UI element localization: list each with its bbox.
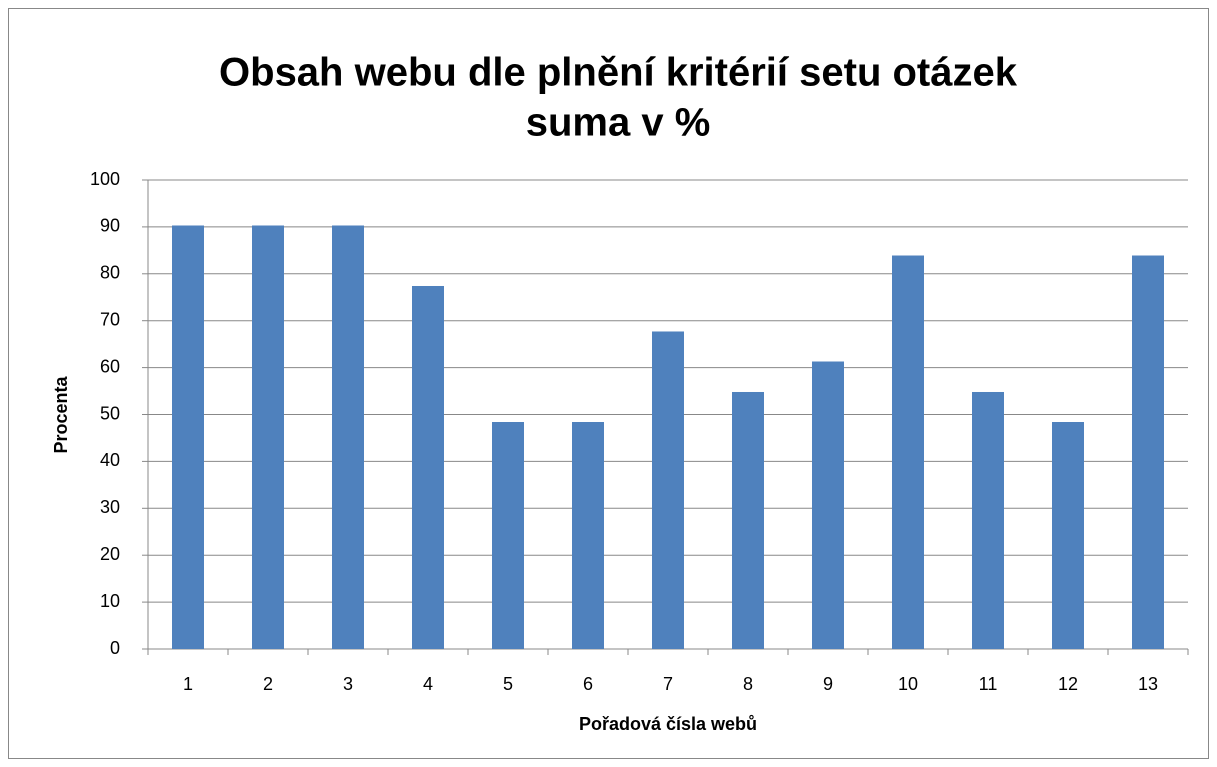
x-tick-label: 3 [343,674,353,694]
bar [1132,255,1164,649]
y-tick-label: 70 [100,309,120,329]
x-tick-label: 13 [1138,674,1158,694]
y-tick-label: 20 [100,544,120,564]
bar [732,391,764,649]
bar [652,331,684,649]
y-tick-label: 10 [100,591,120,611]
x-axis-label: Pořadová čísla webů [579,714,757,734]
y-tick-label: 30 [100,497,120,517]
bar [1052,422,1084,649]
y-axis-label: Procenta [51,375,71,453]
chart-frame [8,8,1209,759]
x-tick-label: 1 [183,674,193,694]
x-tick-label: 2 [263,674,273,694]
bar [892,255,924,649]
x-tick-label: 11 [979,674,998,694]
bar [572,422,604,649]
y-tick-label: 80 [100,263,120,283]
y-tick-label: 90 [100,216,120,236]
x-tick-label: 12 [1058,674,1078,694]
x-tick-label: 9 [823,674,833,694]
y-tick-label: 60 [100,356,120,376]
y-tick-label: 0 [110,638,120,658]
y-tick-label: 50 [100,403,120,423]
y-tick-label: 100 [90,169,120,189]
x-tick-label: 7 [663,674,673,694]
chart-subtitle: suma v % [526,101,711,145]
bar [412,285,444,649]
x-tick-label: 4 [423,674,433,694]
x-tick-label: 8 [743,674,753,694]
y-tick-label: 40 [100,450,120,470]
x-tick-label: 6 [583,674,593,694]
bar [812,361,844,649]
bar [332,225,364,650]
x-tick-label: 10 [898,674,918,694]
bar [172,225,204,650]
bar [972,391,1004,649]
chart-title: Obsah webu dle plnění kritérií setu otáz… [219,51,1018,95]
x-tick-label: 5 [503,674,513,694]
bar [252,225,284,650]
bar [492,422,524,649]
